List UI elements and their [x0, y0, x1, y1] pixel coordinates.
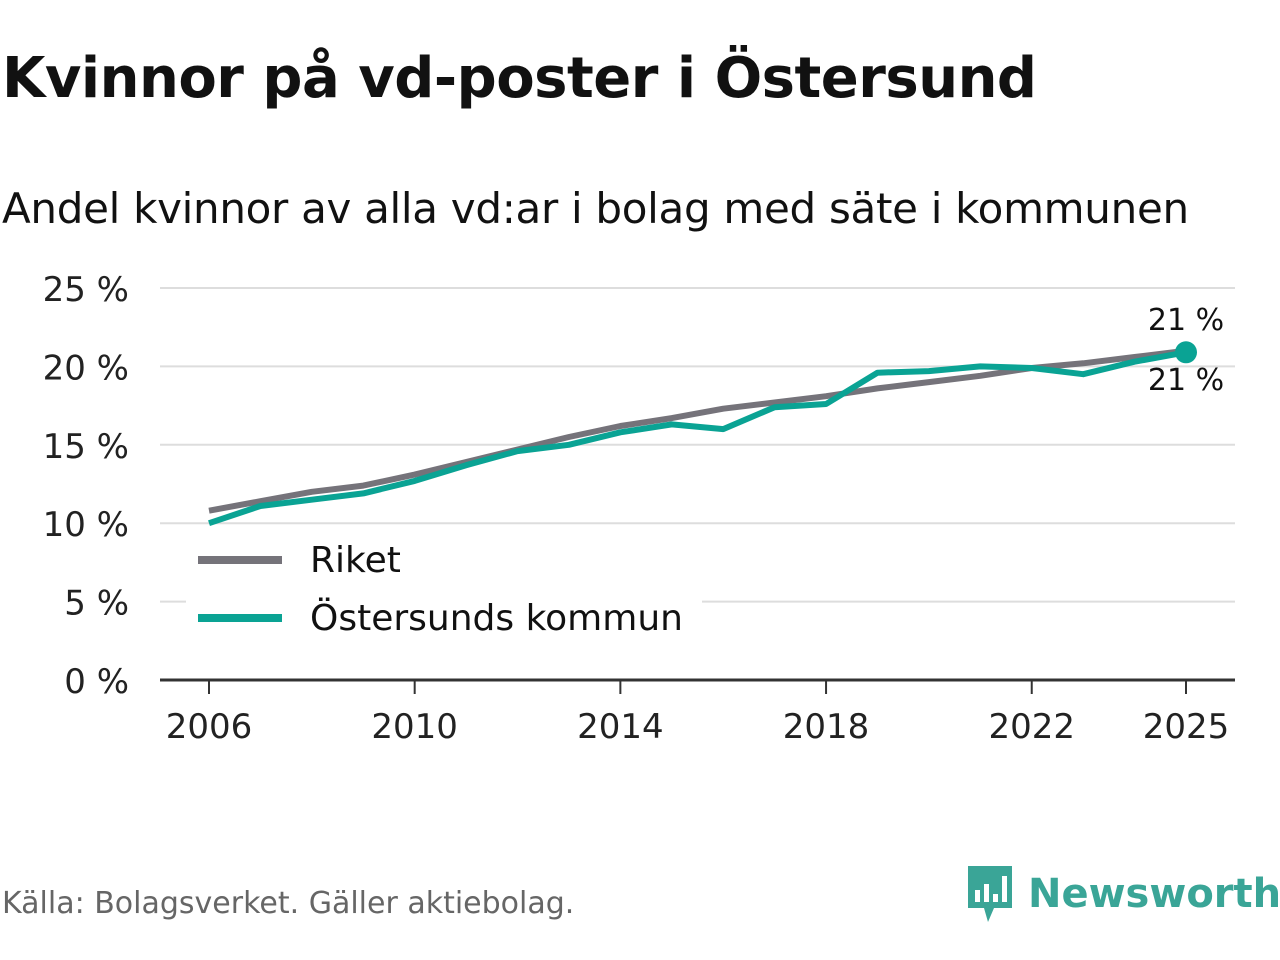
end-label-riket: 21 %	[1148, 303, 1224, 338]
chart-title: Kvinnor på vd-poster i Östersund	[2, 46, 1037, 111]
x-tick-label: 2025	[1143, 707, 1230, 747]
brand-name: Newsworthy	[1028, 871, 1280, 917]
x-axis: 2006 2010 2014 2018 2022 2025	[160, 678, 1235, 747]
end-label-kommun: 21 %	[1148, 363, 1224, 398]
legend-label-riket: Riket	[310, 540, 401, 581]
chart-subtitle: Andel kvinnor av alla vd:ar i bolag med …	[2, 184, 1189, 233]
series-lines	[208, 341, 1197, 527]
series-line-kommun	[208, 349, 1187, 527]
x-tick-label: 2010	[371, 707, 458, 747]
end-point-marker	[1175, 341, 1197, 364]
x-tick-label: 2022	[988, 707, 1075, 747]
legend-label-kommun: Östersunds kommun	[310, 597, 683, 639]
newsworthy-logo-icon	[968, 866, 1012, 922]
y-tick-label: 10 %	[43, 505, 129, 545]
x-tick-label: 2018	[783, 707, 870, 747]
x-tick-label: 2006	[166, 707, 253, 747]
y-tick-label: 0 %	[64, 662, 129, 702]
legend: Riket Östersunds kommun	[186, 534, 702, 642]
y-tick-label: 20 %	[43, 348, 129, 388]
x-tick-label: 2014	[577, 707, 664, 747]
series-line-riket	[208, 347, 1187, 514]
end-labels: 21 % 21 %	[1148, 303, 1224, 398]
y-tick-label: 25 %	[43, 270, 129, 310]
legend-background	[186, 534, 702, 642]
y-tick-label: 15 %	[43, 427, 129, 467]
source-note: Källa: Bolagsverket. Gäller aktiebolag.	[2, 886, 575, 921]
y-tick-label: 5 %	[64, 584, 129, 624]
brand-logo[interactable]: Newsworthy	[964, 864, 1280, 924]
y-axis-ticks: 0 % 5 % 10 % 15 % 20 % 25 %	[43, 270, 129, 702]
